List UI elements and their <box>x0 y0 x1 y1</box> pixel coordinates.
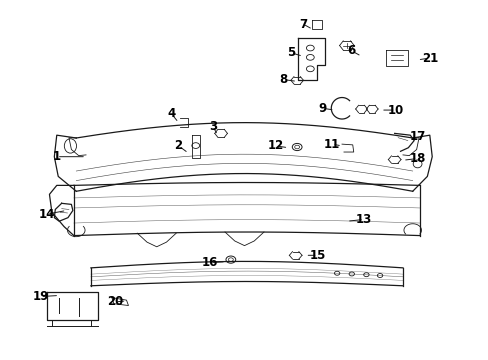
Text: 4: 4 <box>167 107 175 120</box>
Text: 2: 2 <box>174 139 183 152</box>
Text: 1: 1 <box>53 150 61 163</box>
Text: 13: 13 <box>355 213 371 226</box>
Text: 3: 3 <box>208 120 216 133</box>
Text: 7: 7 <box>298 18 306 31</box>
Text: 11: 11 <box>324 138 340 150</box>
Text: 17: 17 <box>408 130 425 144</box>
Text: 10: 10 <box>387 104 403 117</box>
Text: 20: 20 <box>107 296 123 309</box>
Text: 14: 14 <box>39 208 55 221</box>
Text: 18: 18 <box>408 152 425 165</box>
Text: 8: 8 <box>279 73 287 86</box>
Text: 12: 12 <box>267 139 284 152</box>
Text: 15: 15 <box>309 249 325 262</box>
Text: 19: 19 <box>32 290 49 303</box>
Text: 9: 9 <box>318 102 326 115</box>
Text: 21: 21 <box>421 51 437 64</box>
Text: 6: 6 <box>347 44 355 57</box>
Text: 16: 16 <box>202 256 218 269</box>
Text: 5: 5 <box>286 46 294 59</box>
